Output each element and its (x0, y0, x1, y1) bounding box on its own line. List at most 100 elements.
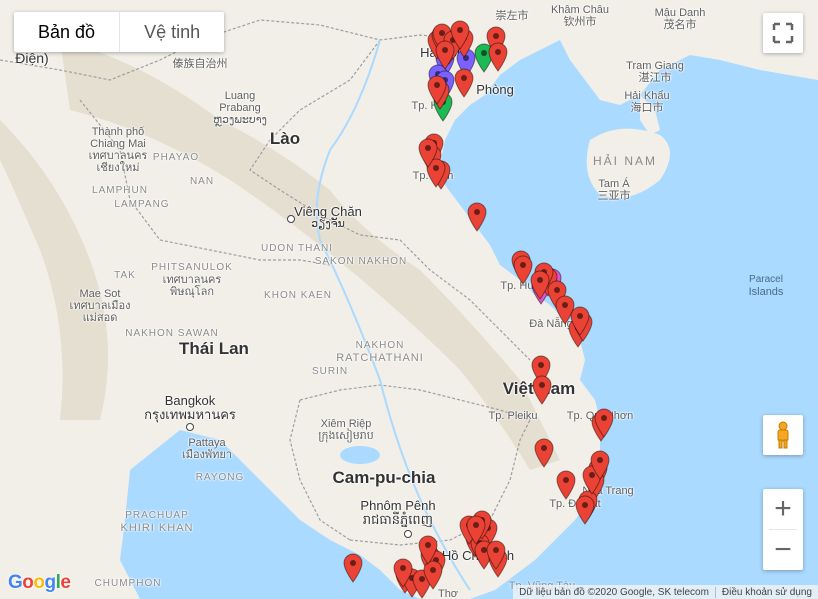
red-map-marker-icon[interactable] (343, 553, 363, 583)
mae-sot-label-th: เทศบาลเมือง (69, 300, 131, 312)
prachuap-label-text: PRACHUAP (125, 510, 189, 521)
red-map-marker-icon[interactable] (594, 408, 614, 438)
red-map-marker-icon[interactable] (488, 42, 508, 72)
map-type-map-button[interactable]: Bản đồ (14, 12, 121, 52)
phnom-penh-label: Phnôm Pênh រាជធានីភ្នំពេញ (360, 499, 435, 527)
lampang-label: LAMPANG (114, 199, 170, 210)
udon-thani-label: UDON THANI (260, 243, 334, 254)
pattaya-label-vi: Pattaya (188, 437, 226, 449)
red-map-marker-icon[interactable] (575, 495, 595, 525)
map-type-satellite-button[interactable]: Vệ tinh (144, 22, 201, 42)
red-map-marker-icon[interactable] (555, 295, 575, 325)
prachuap-label: PRACHUAP KHIRI KHAN (121, 510, 194, 534)
chongzuo-label: 崇左市 (496, 10, 529, 22)
zhanjiang-label-vi: Tram Giang (626, 60, 684, 72)
bangkok-label-th: กรุงเทพมหานคร (144, 407, 236, 422)
phayao-label: PHAYAO (152, 152, 200, 163)
cambodia-label: Cam-pu-chia (332, 468, 436, 487)
phitsanulok-label-en: PHITSANULOK (151, 262, 233, 273)
google-logo[interactable]: Google (8, 572, 71, 593)
red-map-marker-icon[interactable] (466, 515, 486, 545)
green-map-marker-icon[interactable] (474, 43, 494, 73)
phnom-penh-dot (404, 530, 412, 538)
plus-icon: + (774, 492, 792, 525)
phitsanulok-label: PHITSANULOK เทศบาลนคร พิษณุโลก (151, 261, 233, 298)
red-map-marker-icon[interactable] (423, 560, 443, 590)
zoom-control: + − (763, 489, 803, 570)
zoom-divider (769, 529, 797, 530)
fullscreen-icon (772, 22, 794, 44)
terms-of-use-link[interactable]: Điều khoản sử dụng (714, 586, 812, 598)
chongzuo-label-cn: 崇左市 (495, 10, 529, 22)
chiang-mai-label: Thành phố Chiang Mai เทศบาลนคร เชียงใหม่ (89, 126, 148, 174)
maoming-label-vi: Mậu Danh (654, 7, 706, 19)
red-map-marker-icon[interactable] (534, 438, 554, 468)
surin-label: SURIN (311, 366, 349, 377)
red-map-marker-icon[interactable] (426, 158, 446, 188)
luang-prabang-label-lo: ຫຼວງພະບາງ (213, 114, 267, 126)
pattaya-label-th: เมืองพัทยา (181, 449, 233, 461)
hainan-label: HẢI NAM (592, 154, 658, 168)
siem-reap-label-km: ក្រុងសៀមរាប (318, 430, 374, 442)
chiang-mai-label-th: เชียงใหม่ (96, 162, 140, 174)
chiang-mai-label-vi: Thành phố (91, 126, 145, 138)
vientiane-dot (287, 215, 295, 223)
nakhon-label-text: NAKHON (355, 340, 405, 351)
luang-prabang-label-vi2: Prabang (219, 102, 261, 114)
phitsanulok-label-th2: พิษณุโลก (169, 286, 215, 298)
fullscreen-button[interactable] (763, 13, 803, 53)
nakhon-sawan-label: NAKHON SAWAN (125, 328, 219, 339)
haikou-label-cn: 海口市 (630, 102, 664, 114)
red-map-marker-icon[interactable] (427, 75, 447, 105)
mae-sot-label-th2: แม่สอด (82, 312, 118, 324)
red-map-marker-icon[interactable] (418, 138, 438, 168)
red-map-marker-icon[interactable] (532, 375, 552, 405)
red-map-marker-icon[interactable] (450, 20, 470, 50)
zoom-in-button[interactable]: + (763, 489, 803, 529)
qinzhou-label-vi: Khâm Châu (550, 4, 610, 16)
khiri-khan-label: KHIRI KHAN (120, 522, 194, 534)
attribution-bar: Dữ liệu bản đồ ©2020 Google, SK telecom … (513, 585, 818, 599)
luang-prabang-label-vi: Luang (224, 90, 256, 102)
mae-sot-label-vi: Mae Sot (79, 288, 121, 300)
maoming-label: Mậu Danh 茂名市 (655, 7, 706, 31)
phnom-penh-label-km: រាជធានីភ្នំពេញ (362, 512, 434, 527)
luang-prabang-label: Luang Prabang ຫຼວງພະບາງ (213, 90, 267, 126)
red-map-marker-icon[interactable] (513, 255, 533, 285)
street-view-pegman-button[interactable] (763, 415, 803, 455)
pegman-icon (777, 421, 789, 449)
chiang-mai-label-th2: เทศบาลนคร (88, 150, 148, 162)
red-map-marker-icon[interactable] (435, 40, 455, 70)
haikou-label: Hải Khẩu 海口市 (624, 90, 669, 114)
red-map-marker-icon[interactable] (570, 306, 590, 336)
map-type-control: Bản đồ Vệ tinh (14, 12, 225, 52)
red-map-marker-icon[interactable] (530, 270, 550, 300)
thailand-label: Thái Lan (179, 339, 249, 358)
red-map-marker-icon[interactable] (486, 540, 506, 570)
maoming-label-cn: 茂名市 (663, 19, 697, 31)
zhanjiang-label-cn: 湛江市 (638, 72, 672, 84)
red-map-marker-icon[interactable] (454, 68, 474, 98)
mainland-landmass (0, 0, 600, 599)
zhanjiang-label: Tram Giang 湛江市 (626, 60, 684, 84)
laos-label: Lào (269, 129, 301, 148)
china-label: Điện) (15, 50, 49, 66)
red-map-marker-icon[interactable] (467, 202, 487, 232)
red-map-marker-icon[interactable] (418, 535, 438, 565)
red-map-marker-icon[interactable] (393, 558, 413, 588)
danang-label: Đà Nẵng (529, 318, 573, 330)
siem-reap-label: Xiêm Riệp ក្រុងសៀមរាប (318, 418, 373, 442)
zoom-out-button[interactable]: − (763, 530, 803, 570)
sanya-label-vi: Tam Á (598, 178, 630, 190)
vientiane-label-lo: ວຽງຈັນ (311, 218, 345, 230)
red-map-marker-icon[interactable] (590, 450, 610, 480)
red-map-marker-icon[interactable] (556, 470, 576, 500)
vientiane-label-vi: Viêng Chăn (294, 204, 362, 219)
nan-label: NAN (189, 176, 215, 187)
haiphong-label: Phòng (476, 82, 514, 97)
sakon-nakhon-label: SAKON NAKHON (314, 256, 408, 267)
paracel-label-1: Paracel (749, 274, 783, 285)
chumphon-label: CHUMPHON (94, 578, 162, 589)
